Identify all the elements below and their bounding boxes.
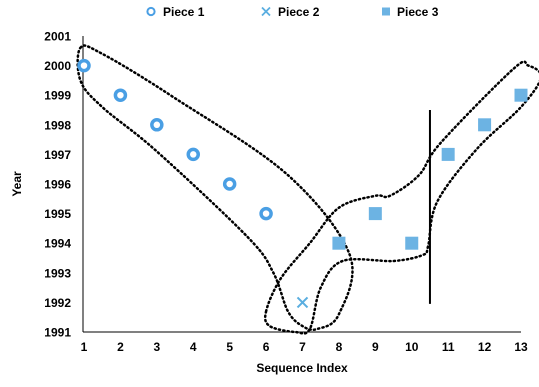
data-point-piece-3 [332,236,346,250]
x-tick-label: 6 [263,340,270,354]
data-point-piece-3 [514,88,528,102]
x-tick-label: 1 [81,340,88,354]
cluster-outlines [76,44,539,335]
x-tick-label: 2 [117,340,124,354]
x-tick-label: 5 [226,340,233,354]
y-axis-title: Year [10,171,24,197]
data-point-piece-1 [259,206,273,221]
x-tick-labels: 1 2 3 4 5 6 7 8 9 10 11 12 13 [81,340,528,354]
data-point-piece-3 [368,207,382,221]
data-point-piece-1 [186,147,200,162]
x-tick-label: 8 [336,340,343,354]
data-point-piece-2 [296,296,309,309]
y-tick-label: 1993 [44,266,71,280]
legend-label-piece-1: Piece 1 [163,5,205,19]
y-tick-label: 1994 [44,237,71,251]
legend-label-piece-2: Piece 2 [278,5,320,19]
legend-marker-piece-1 [146,6,156,17]
data-point-piece-3 [478,118,492,132]
legend-label-piece-3: Piece 3 [397,5,439,19]
data-point-piece-1 [113,88,128,102]
axes [82,36,521,333]
data-point-piece-1 [222,177,237,191]
y-tick-labels: 1991 1992 1993 1994 1995 1996 1997 1998 1999 2000… [44,30,71,340]
y-tick-label: 1992 [44,296,71,310]
x-tick-label: 13 [514,340,528,354]
x-tick-label: 12 [478,340,492,354]
x-tick-label: 7 [299,340,306,354]
data-point-piece-1 [77,58,91,73]
x-tick-label: 4 [190,340,197,354]
cluster-outline-2 [263,60,539,335]
y-tick-label: 1999 [44,89,71,103]
x-tick-label: 3 [153,340,160,354]
x-tick-label: 11 [442,340,455,354]
cluster-outline-1 [76,44,354,332]
x-axis-title: Sequence Index [256,361,348,375]
y-tick-label: 2001 [44,30,71,44]
data-point-piece-3 [441,147,455,161]
x-tick-label: 9 [372,340,379,354]
data-point-piece-3 [405,236,419,250]
data-point-piece-1 [150,118,164,132]
x-tick-label: 10 [405,340,419,354]
y-tick-label: 1991 [44,326,71,340]
legend-marker-piece-3 [382,7,390,16]
data-points [77,58,528,309]
y-tick-label: 1995 [44,207,71,221]
y-tick-label: 1996 [44,178,71,192]
y-tick-label: 1997 [44,148,71,162]
y-tick-label: 1998 [44,118,71,132]
legend: Piece 1 Piece 2 Piece 3 [146,5,439,19]
legend-marker-piece-2 [261,6,271,17]
y-tick-label: 2000 [44,59,71,73]
